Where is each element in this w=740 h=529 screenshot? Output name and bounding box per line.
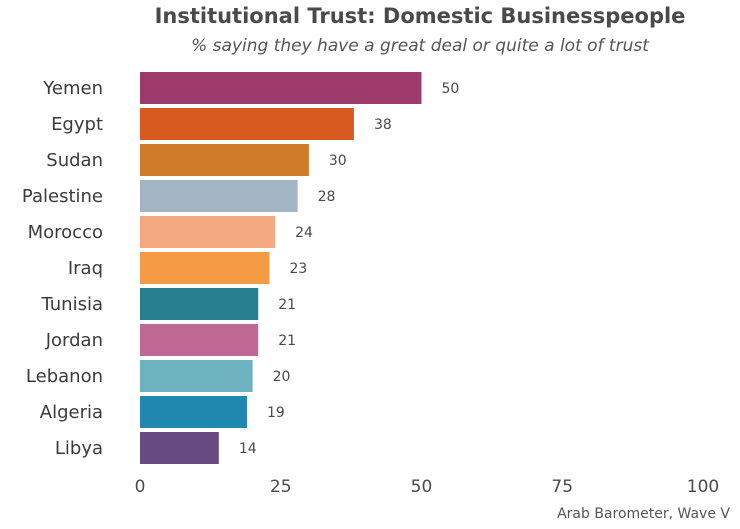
bar-palestine [140, 180, 298, 212]
value-label: 19 [267, 405, 285, 421]
category-label: Libya [55, 438, 103, 459]
chart-caption: Arab Barometer, Wave V [557, 506, 730, 522]
category-label: Palestine [22, 186, 103, 207]
value-label: 20 [273, 369, 291, 385]
bar-morocco [140, 216, 276, 248]
category-label: Jordan [45, 330, 103, 351]
bar-algeria [140, 396, 247, 428]
value-label: 24 [295, 225, 313, 241]
bar-yemen [140, 72, 422, 104]
bar-jordan [140, 324, 259, 356]
bar-iraq [140, 252, 270, 284]
bar-lebanon [140, 360, 253, 392]
value-label: 21 [278, 333, 296, 349]
value-label: 14 [239, 441, 257, 457]
value-label: 28 [318, 189, 336, 205]
value-label: 23 [289, 261, 307, 277]
x-tick-label: 50 [411, 477, 433, 497]
category-label: Lebanon [26, 366, 103, 387]
bar-libya [140, 432, 219, 464]
value-label: 30 [329, 153, 347, 169]
x-tick-label: 75 [551, 477, 573, 497]
value-label: 50 [442, 81, 460, 97]
category-label: Egypt [51, 114, 103, 135]
chart-title: Institutional Trust: Domestic Businesspe… [154, 4, 686, 28]
category-label: Yemen [42, 78, 103, 99]
category-label: Sudan [46, 150, 103, 171]
category-label: Morocco [28, 222, 103, 243]
bar-egypt [140, 108, 354, 140]
value-label: 21 [278, 297, 296, 313]
chart-subtitle: % saying they have a great deal or quite… [191, 36, 649, 56]
bar-tunisia [140, 288, 259, 320]
value-label: 38 [374, 117, 392, 133]
x-tick-label: 25 [270, 477, 292, 497]
x-tick-label: 100 [687, 477, 719, 497]
bar-sudan [140, 144, 309, 176]
category-label: Iraq [68, 258, 103, 279]
x-tick-label: 0 [135, 477, 146, 497]
category-label: Algeria [40, 402, 103, 423]
category-label: Tunisia [41, 294, 104, 315]
